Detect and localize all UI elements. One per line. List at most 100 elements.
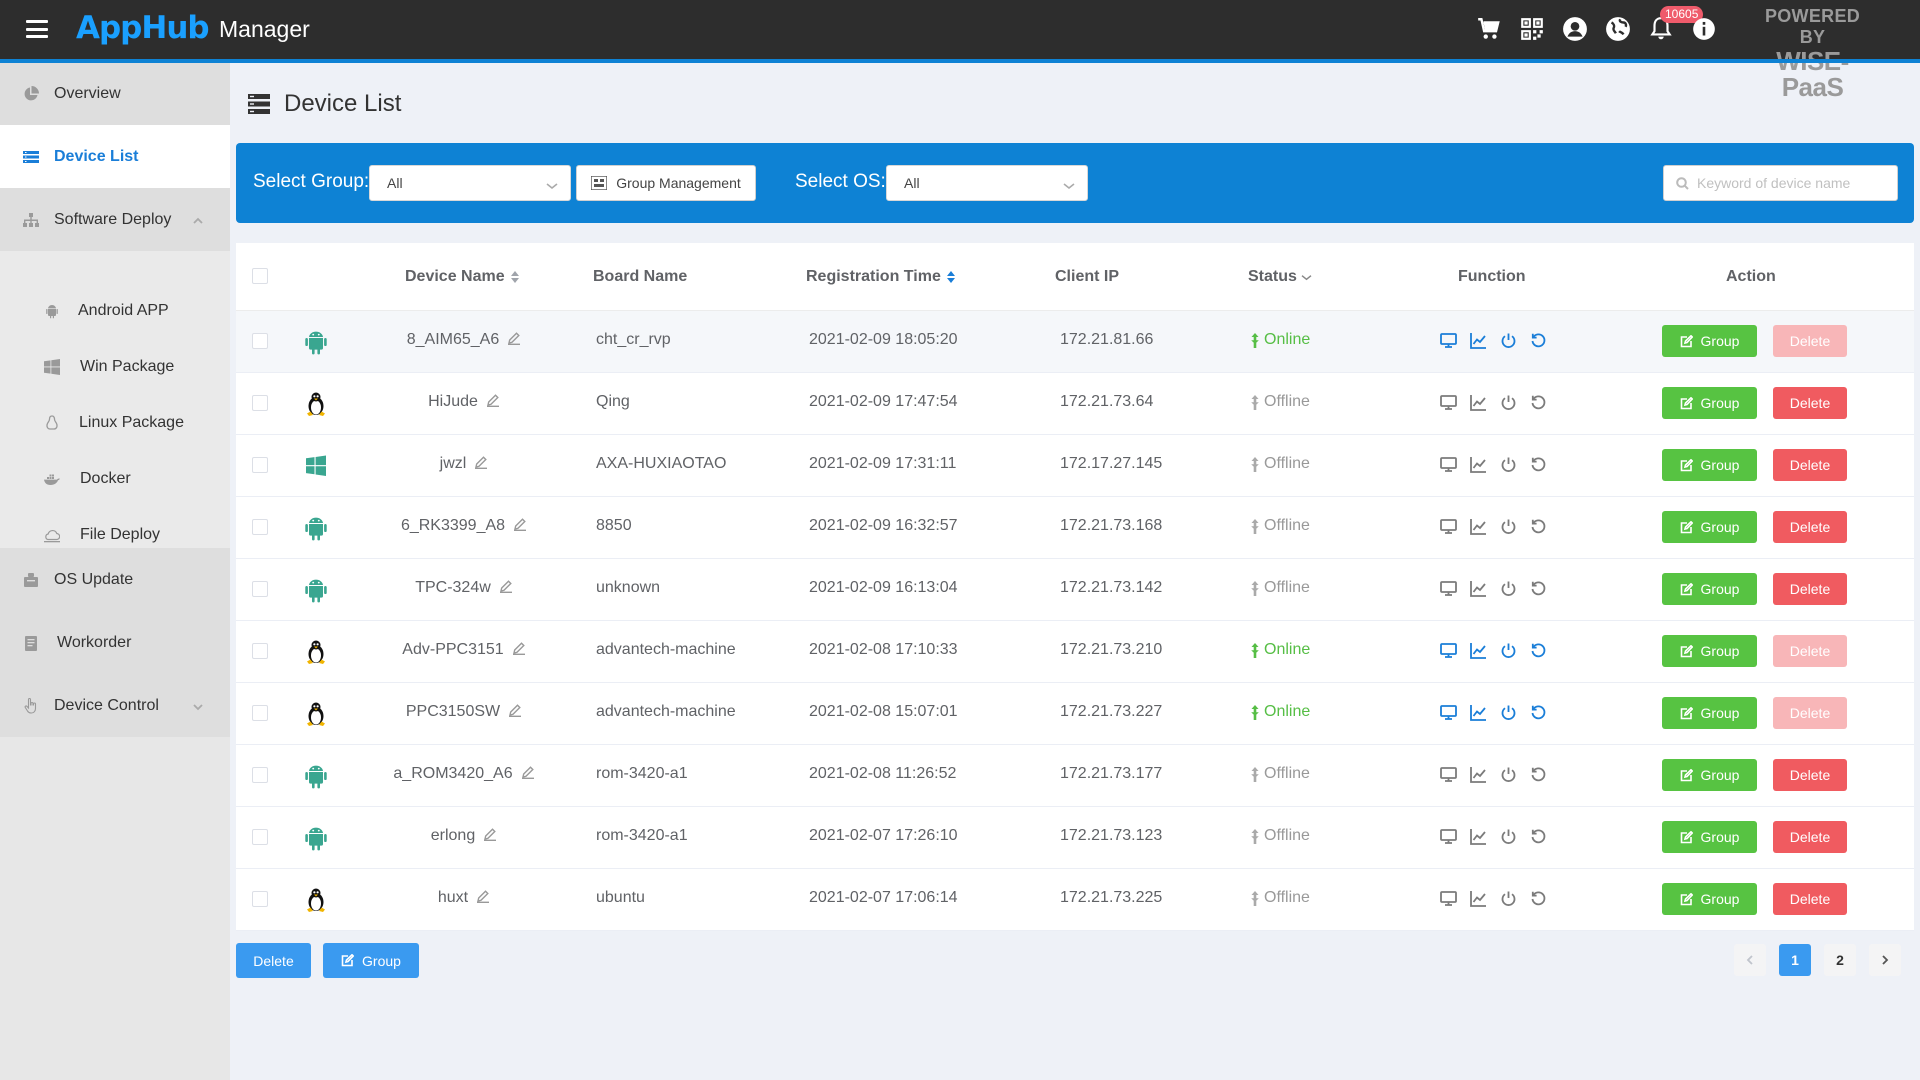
device-name[interactable]: jwzl	[439, 455, 467, 472]
sort-icon[interactable]	[510, 271, 519, 283]
edit-name-icon[interactable]	[486, 393, 500, 407]
info-icon[interactable]	[1689, 14, 1719, 44]
power-icon[interactable]	[1499, 579, 1517, 597]
monitor-chart-icon[interactable]	[1469, 765, 1487, 783]
remote-desktop-icon[interactable]	[1439, 517, 1457, 535]
group-select[interactable]: All	[369, 165, 571, 201]
sidebar-item-workorder[interactable]: Workorder	[0, 611, 230, 674]
edit-name-icon[interactable]	[513, 517, 527, 531]
remote-desktop-icon[interactable]	[1439, 393, 1457, 411]
restart-icon[interactable]	[1529, 393, 1547, 411]
edit-name-icon[interactable]	[476, 889, 490, 903]
edit-name-icon[interactable]	[512, 641, 526, 655]
group-management-button[interactable]: Group Management	[576, 165, 756, 201]
sidebar-item-os-update[interactable]: OS Update	[0, 548, 230, 611]
table-row[interactable]: erlong rom-3420-a1 2021-02-07 17:26:10 172.…	[236, 807, 1914, 869]
row-checkbox[interactable]	[252, 705, 268, 721]
table-row[interactable]: PPC3150SW advantech-machine 2021-02-08 15:…	[236, 683, 1914, 745]
row-group-button[interactable]: Group	[1662, 635, 1757, 667]
power-icon[interactable]	[1499, 455, 1517, 473]
row-checkbox[interactable]	[252, 333, 268, 349]
restart-icon[interactable]	[1529, 331, 1547, 349]
monitor-chart-icon[interactable]	[1469, 331, 1487, 349]
row-group-button[interactable]: Group	[1662, 387, 1757, 419]
monitor-chart-icon[interactable]	[1469, 827, 1487, 845]
row-checkbox[interactable]	[252, 581, 268, 597]
row-group-button[interactable]: Group	[1662, 759, 1757, 791]
edit-name-icon[interactable]	[521, 765, 535, 779]
sidebar-item-docker[interactable]: Docker	[0, 464, 230, 494]
device-name[interactable]: a_ROM3420_A6	[393, 765, 513, 782]
device-name[interactable]: PPC3150SW	[405, 703, 501, 720]
monitor-chart-icon[interactable]	[1469, 455, 1487, 473]
monitor-chart-icon[interactable]	[1469, 641, 1487, 659]
device-name[interactable]: 8_AIM65_A6	[406, 331, 500, 348]
sidebar-item-linux-package[interactable]: Linux Package	[0, 408, 230, 438]
monitor-chart-icon[interactable]	[1469, 889, 1487, 907]
globe-icon[interactable]	[1603, 14, 1633, 44]
device-name[interactable]: 6_RK3399_A8	[400, 517, 506, 534]
sidebar-item-overview[interactable]: Overview	[0, 63, 230, 125]
monitor-chart-icon[interactable]	[1469, 703, 1487, 721]
edit-name-icon[interactable]	[483, 827, 497, 841]
remote-desktop-icon[interactable]	[1439, 889, 1457, 907]
power-icon[interactable]	[1499, 889, 1517, 907]
table-row[interactable]: huxt ubuntu 2021-02-07 17:06:14 172.21.73.2…	[236, 869, 1914, 931]
restart-icon[interactable]	[1529, 517, 1547, 535]
table-row[interactable]: TPC-324w unknown 2021-02-09 16:13:04 172.21…	[236, 559, 1914, 621]
sidebar-item-win-package[interactable]: Win Package	[0, 352, 230, 382]
sidebar-item-device-list[interactable]: Device List	[0, 125, 230, 188]
remote-desktop-icon[interactable]	[1439, 827, 1457, 845]
restart-icon[interactable]	[1529, 641, 1547, 659]
row-delete-button[interactable]: Delete	[1773, 573, 1847, 605]
qr-code-icon[interactable]	[1517, 14, 1547, 44]
table-row[interactable]: 6_RK3399_A8 8850 2021-02-09 16:32:57 172.21…	[236, 497, 1914, 559]
row-group-button[interactable]: Group	[1662, 883, 1757, 915]
row-checkbox[interactable]	[252, 519, 268, 535]
power-icon[interactable]	[1499, 517, 1517, 535]
edit-name-icon[interactable]	[508, 703, 522, 717]
column-status[interactable]: Status	[1248, 268, 1312, 286]
row-checkbox[interactable]	[252, 457, 268, 473]
monitor-chart-icon[interactable]	[1469, 579, 1487, 597]
row-group-button[interactable]: Group	[1662, 573, 1757, 605]
remote-desktop-icon[interactable]	[1439, 455, 1457, 473]
row-group-button[interactable]: Group	[1662, 697, 1757, 729]
sidebar-item-android-app[interactable]: Android APP	[0, 296, 230, 326]
row-checkbox[interactable]	[252, 395, 268, 411]
column-device-name[interactable]: Device Name	[405, 268, 519, 286]
restart-icon[interactable]	[1529, 889, 1547, 907]
row-group-button[interactable]: Group	[1662, 511, 1757, 543]
edit-name-icon[interactable]	[474, 455, 488, 469]
remote-desktop-icon[interactable]	[1439, 765, 1457, 783]
column-registration-time[interactable]: Registration Time	[806, 268, 955, 286]
remote-desktop-icon[interactable]	[1439, 703, 1457, 721]
table-row[interactable]: a_ROM3420_A6 rom-3420-a1 2021-02-08 11:26:…	[236, 745, 1914, 807]
pagination-prev-button[interactable]	[1734, 944, 1766, 976]
table-row[interactable]: jwzl AXA-HUXIAOTAO 2021-02-09 17:31:11 172.…	[236, 435, 1914, 497]
device-name[interactable]: TPC-324w	[415, 579, 491, 596]
sidebar-item-software-deploy[interactable]: Software Deploy	[0, 188, 230, 251]
select-all-checkbox[interactable]	[252, 268, 268, 284]
device-name[interactable]: Adv-PPC3151	[402, 641, 504, 658]
monitor-chart-icon[interactable]	[1469, 517, 1487, 535]
row-delete-button[interactable]: Delete	[1773, 387, 1847, 419]
table-row[interactable]: Adv-PPC3151 advantech-machine 2021-02-08 1…	[236, 621, 1914, 683]
remote-desktop-icon[interactable]	[1439, 331, 1457, 349]
pagination-next-button[interactable]	[1869, 944, 1901, 976]
sort-icon[interactable]	[946, 271, 955, 283]
device-name[interactable]: huxt	[437, 889, 469, 906]
remote-desktop-icon[interactable]	[1439, 579, 1457, 597]
app-logo[interactable]: AppHub	[76, 10, 210, 46]
edit-name-icon[interactable]	[507, 331, 521, 345]
monitor-chart-icon[interactable]	[1469, 393, 1487, 411]
power-icon[interactable]	[1499, 765, 1517, 783]
device-search[interactable]	[1663, 165, 1898, 201]
device-name[interactable]: HiJude	[428, 393, 478, 410]
restart-icon[interactable]	[1529, 765, 1547, 783]
cart-icon[interactable]	[1474, 14, 1504, 44]
power-icon[interactable]	[1499, 703, 1517, 721]
row-checkbox[interactable]	[252, 767, 268, 783]
row-delete-button[interactable]: Delete	[1773, 511, 1847, 543]
pagination-page-2[interactable]: 2	[1824, 944, 1856, 976]
